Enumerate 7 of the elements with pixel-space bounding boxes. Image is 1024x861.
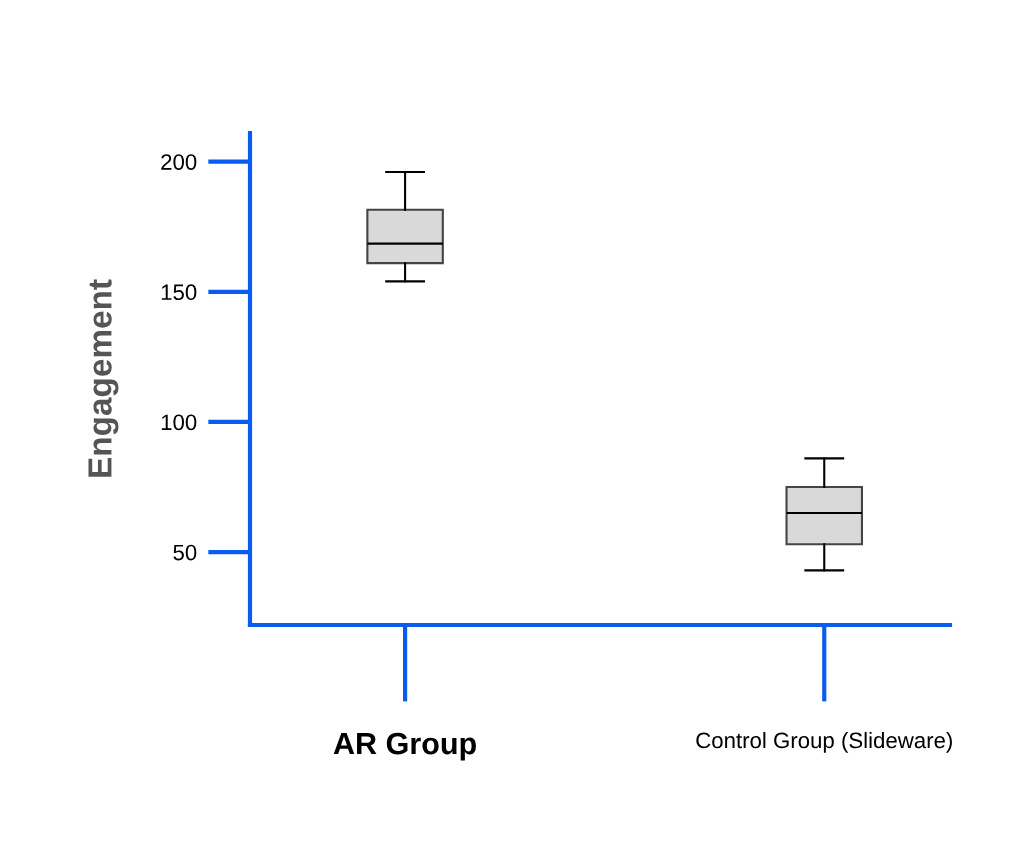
x-tick-label: AR Group bbox=[333, 732, 476, 761]
y-tick-label: 50 bbox=[173, 544, 197, 561]
y-tick-label: 100 bbox=[161, 414, 197, 431]
y-tick-label: 200 bbox=[161, 154, 197, 170]
y-tick-label: 150 bbox=[161, 284, 197, 301]
x-tick-label: Control Group (Slideware) bbox=[696, 731, 952, 753]
y-axis-title: Engagement bbox=[88, 279, 119, 477]
